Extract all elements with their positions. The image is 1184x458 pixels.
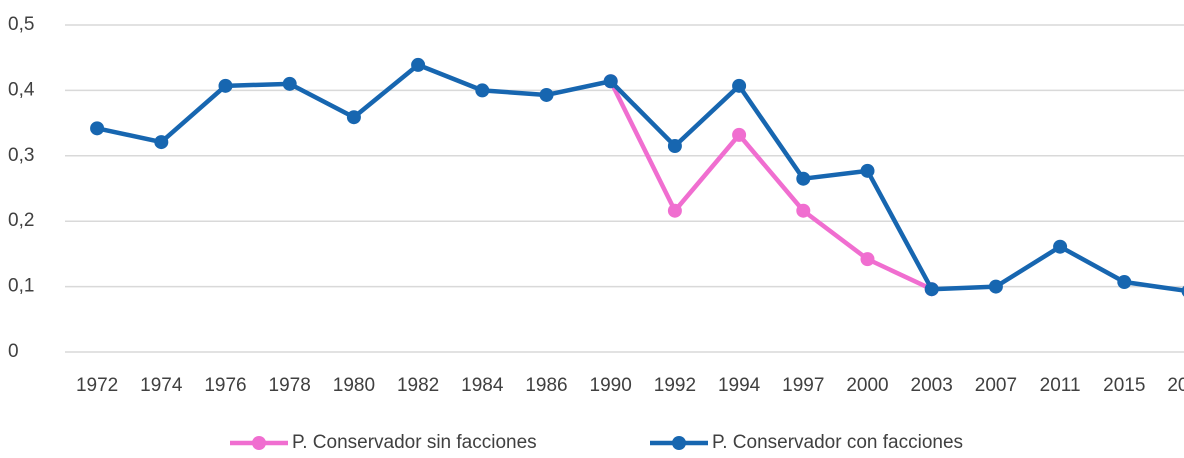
legend-label: P. Conservador sin facciones <box>292 432 537 453</box>
point <box>346 110 361 125</box>
x-tick-label: 1994 <box>718 375 761 396</box>
point <box>539 87 554 102</box>
x-tick-label: 2007 <box>975 375 1017 396</box>
point <box>732 127 747 142</box>
x-tick-label: 2000 <box>846 375 888 396</box>
point <box>1053 239 1068 254</box>
x-tick-label: 1990 <box>590 375 632 396</box>
point <box>988 279 1003 294</box>
point <box>218 78 233 93</box>
legend-marker <box>252 436 266 450</box>
point <box>282 76 297 91</box>
point <box>603 74 618 89</box>
legend-marker <box>672 436 686 450</box>
point <box>1117 275 1132 290</box>
series-line <box>608 80 933 292</box>
point <box>411 57 426 72</box>
point <box>90 121 105 136</box>
point <box>860 163 875 178</box>
point <box>154 135 169 150</box>
x-tick-label: 1986 <box>525 375 567 396</box>
y-tick-label: 0,5 <box>8 14 34 35</box>
x-tick-label: 2019 <box>1167 375 1184 396</box>
x-tick-label: 2003 <box>911 375 953 396</box>
series-line <box>96 62 1184 293</box>
y-tick-label: 0,3 <box>8 145 34 166</box>
x-tick-label: 1972 <box>76 375 118 396</box>
point <box>475 83 490 98</box>
x-tick-label: 1976 <box>204 375 246 396</box>
x-tick-label: 1997 <box>782 375 824 396</box>
x-tick-label: 1992 <box>654 375 696 396</box>
x-tick-label: 1978 <box>269 375 311 396</box>
point <box>667 203 682 218</box>
x-tick-label: 1980 <box>333 375 375 396</box>
point <box>796 171 811 186</box>
y-tick-label: 0,4 <box>8 79 35 100</box>
legend-label: P. Conservador con facciones <box>712 432 963 453</box>
y-tick-label: 0,1 <box>8 276 34 297</box>
point <box>1181 285 1184 297</box>
point <box>732 78 747 93</box>
point <box>924 282 939 297</box>
x-tick-label: 1982 <box>397 375 439 396</box>
y-tick-label: 0 <box>8 341 19 362</box>
y-tick-label: 0,2 <box>8 210 34 231</box>
point <box>860 252 875 267</box>
point <box>667 138 682 153</box>
point <box>796 203 811 218</box>
x-tick-label: 1984 <box>461 375 504 396</box>
x-tick-label: 2015 <box>1103 375 1145 396</box>
x-tick-label: 1974 <box>140 375 183 396</box>
x-tick-label: 2011 <box>1040 375 1081 396</box>
